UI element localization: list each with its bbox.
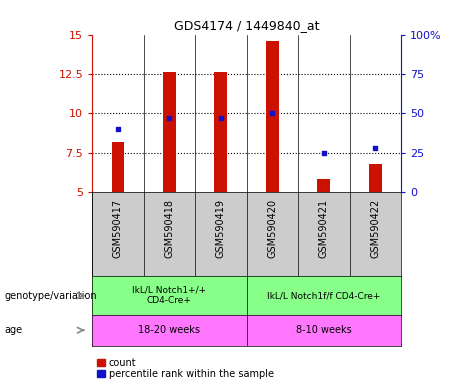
Text: age: age	[5, 325, 23, 335]
Bar	[163, 72, 176, 192]
Bar	[214, 72, 227, 192]
Point	[166, 115, 173, 121]
Legend: count, percentile rank within the sample: count, percentile rank within the sample	[97, 358, 274, 379]
Point	[217, 115, 225, 121]
Text: IkL/L Notch1+/+
CD4-Cre+: IkL/L Notch1+/+ CD4-Cre+	[132, 286, 207, 305]
Text: 18-20 weeks: 18-20 weeks	[138, 325, 201, 335]
Point	[269, 110, 276, 116]
Point	[372, 145, 379, 151]
Bar	[266, 41, 279, 192]
Text: genotype/variation: genotype/variation	[5, 291, 97, 301]
Text: GSM590420: GSM590420	[267, 199, 278, 258]
Text: GSM590418: GSM590418	[165, 199, 174, 258]
Text: GSM590417: GSM590417	[113, 199, 123, 258]
Text: GSM590421: GSM590421	[319, 199, 329, 258]
Text: IkL/L Notch1f/f CD4-Cre+: IkL/L Notch1f/f CD4-Cre+	[267, 291, 380, 300]
Point	[114, 126, 122, 132]
Text: 8-10 weeks: 8-10 weeks	[296, 325, 352, 335]
Bar	[318, 179, 330, 192]
Text: GSM590419: GSM590419	[216, 199, 226, 258]
Bar	[112, 142, 124, 192]
Title: GDS4174 / 1449840_at: GDS4174 / 1449840_at	[174, 19, 319, 32]
Text: GSM590422: GSM590422	[370, 199, 380, 258]
Point	[320, 150, 327, 156]
Bar	[369, 164, 382, 192]
